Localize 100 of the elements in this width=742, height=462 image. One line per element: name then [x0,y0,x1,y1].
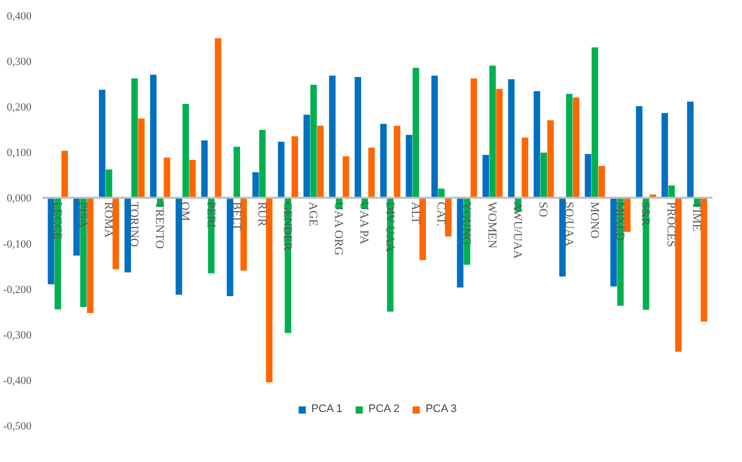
bar [164,158,170,198]
x-tick-label: PISA [76,202,90,228]
x-tick-label: BELT [230,202,244,232]
bar [342,156,350,198]
x-tick-label: SO/UAA [562,202,576,247]
y-tick-label: -0,500 [3,420,32,432]
x-tick-label: GENDER [280,202,295,250]
x-tick-label: TRENTO [153,202,168,250]
x-tick-label: TORINO [128,202,142,248]
bar [48,198,54,284]
x-tick-label: WOMEN [486,202,500,249]
bar [354,77,362,198]
bar [266,198,272,382]
bar [496,88,503,198]
bar [470,78,478,198]
bar [182,104,189,198]
y-tick-label: 0,100 [6,147,32,160]
bar [189,160,196,198]
legend-label: PCA 2 [368,403,400,415]
bar [73,198,80,256]
bar [317,126,324,198]
bar [584,154,592,198]
y-tick-label: -0,100 [3,238,32,250]
x-tick-label: MIXED [613,202,628,242]
bar [445,198,452,236]
x-tick-label: UAA ORG [332,202,346,256]
bar [482,154,489,198]
y-tick-label: 0,000 [6,192,32,205]
bar [534,91,540,198]
bar [489,66,496,198]
x-tick-label: SO [536,202,551,218]
bar [431,76,438,198]
bar [610,198,617,287]
bar [86,198,94,313]
y-tick-label: 0,400 [6,10,32,22]
bar [214,38,222,198]
bar [310,84,317,198]
bar [329,76,336,198]
bar [259,130,266,198]
bar [508,79,515,198]
bar [566,94,573,198]
bar [176,198,182,295]
x-tick-label: ALT [408,202,423,225]
y-tick-label: -0,200 [3,284,32,296]
x-tick-label: CAT. [434,202,448,227]
bar [547,120,554,198]
bar [234,146,240,198]
bar [278,142,284,198]
x-tick-label: RUR [255,202,270,226]
bar [240,198,247,271]
bar [98,90,106,198]
bar [106,169,112,198]
bar [675,198,682,352]
bar [700,198,708,322]
bar [456,198,464,288]
bar [406,134,412,198]
bar [559,198,566,277]
bar [138,118,145,198]
y-tick-label: 0,200 [6,102,32,114]
bar [226,198,234,296]
x-tick-label: OM [178,202,193,222]
bar [380,124,387,198]
x-tick-label: LECCE [50,202,65,240]
bar [61,150,68,198]
x-tick-label: AGE [306,202,321,226]
bar [201,140,208,198]
bar [572,98,580,198]
x-tick-label: UAA PA [358,202,372,245]
bar [668,185,675,198]
bar [412,68,420,198]
bar [80,198,87,308]
bar [124,198,131,272]
bar [592,47,598,198]
bar [540,152,547,198]
bar [292,136,298,198]
bar [394,126,400,198]
y-tick-label: -0,400 [3,374,32,387]
y-tick-label: -0,300 [3,329,32,342]
x-tick-label: TIME [690,202,704,232]
bar [662,112,668,198]
x-tick-label: AWU/UAA [511,202,526,260]
bar [252,172,259,198]
x-tick-label: YOUNG [460,202,474,246]
bar [636,106,642,198]
legend-label: PCA 3 [426,403,457,415]
bar [522,138,528,198]
bar [304,114,310,198]
bar [150,74,157,198]
bar [368,148,375,198]
bar [598,166,605,198]
bar [419,198,426,260]
x-tick-label: DIV UAA [383,202,398,252]
bar [131,78,138,198]
bar [624,198,630,232]
x-tick-label: S&R [639,202,654,226]
legend-label: PCA 1 [311,403,342,415]
bar [687,102,694,198]
x-tick-label: MONO [588,202,602,239]
x-tick-label: PERI [204,202,218,228]
x-tick-label: PROCES [664,202,679,248]
